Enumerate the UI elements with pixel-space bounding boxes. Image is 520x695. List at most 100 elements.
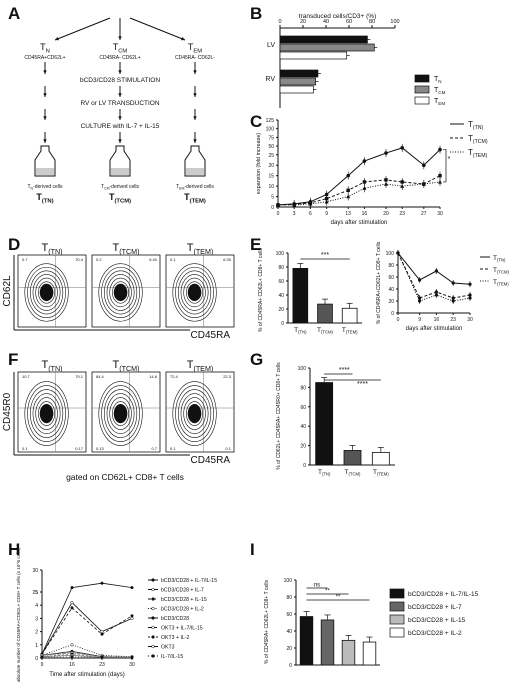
arrow-to-stim-head	[193, 70, 197, 74]
x-category-label: T(TCM)	[317, 327, 334, 335]
series-line	[397, 252, 471, 302]
sig-marker: **	[325, 589, 330, 595]
contour	[177, 389, 212, 438]
bar	[317, 303, 333, 324]
sig-marker: ***	[321, 252, 329, 259]
legend-label: bCD3/CD28 + IL-7	[161, 588, 204, 594]
arrow-to-culture-head	[193, 116, 197, 120]
y-axis-label: % of CD45RA+ CD62L+ CD8+ T cells	[258, 248, 264, 332]
quadrant-value: 0.1	[170, 257, 176, 262]
panel-label-c: C	[250, 112, 263, 131]
y-axis-label: % of CD45RA+CD62L+ CD8+ T cells	[376, 241, 382, 324]
contour	[29, 270, 64, 315]
step-transduction: RV or LV TRANSDUCTION	[80, 100, 159, 107]
x-tick-label: 0	[397, 317, 400, 323]
contour	[98, 263, 143, 322]
x-tick-label: 16	[69, 662, 75, 668]
chart-b: transduced cells/CD3+ (%) 0 20 40 60 80 100 LV R…	[265, 13, 446, 108]
data-point	[346, 188, 350, 192]
x-tick-label: 40	[323, 19, 329, 25]
quadrant-value: 0.7	[151, 446, 157, 451]
y-tick-label: 25	[32, 590, 38, 596]
y-tick-label: 100	[386, 251, 395, 257]
data-point	[422, 163, 426, 168]
contour	[112, 401, 130, 426]
legend-label: T(TEM)	[493, 279, 509, 287]
population-name: TN	[40, 42, 50, 54]
y-tick-label: 60	[286, 612, 292, 618]
sig-bracket	[443, 149, 447, 183]
arrow-to-stim-head	[118, 70, 122, 74]
y-tick-label: 4	[35, 603, 38, 609]
y-tick-label: 100	[298, 366, 307, 372]
data-point	[70, 643, 74, 647]
step-culture: CULTURE with IL-7 + IL-15	[81, 123, 160, 130]
flask-medium	[186, 168, 204, 175]
bar	[279, 69, 319, 78]
x-tick-label: 23	[450, 317, 456, 323]
contour	[180, 274, 209, 311]
derived-cells-name: T(TN)	[36, 192, 53, 204]
x-tick-label: 23	[99, 662, 105, 668]
x-tick-label: 30	[437, 211, 443, 217]
legend-label: bCD3/CD28 + IL-2	[161, 607, 204, 613]
data-point	[346, 194, 351, 199]
y-tick-label: 50	[268, 144, 274, 150]
contour	[112, 281, 130, 304]
quadrant-value: 0.1	[170, 446, 176, 451]
y-axis-label: expansion (fold increase)	[256, 133, 262, 195]
flow-y-label: CD45R0	[2, 392, 13, 431]
y-tick-label: 0	[281, 321, 284, 327]
flow-title: T(TCM)	[113, 242, 140, 256]
quadrant-value: 10.7	[22, 374, 31, 379]
legend-label: bCD3/CD28 + IL-7	[408, 604, 462, 611]
data-point	[438, 179, 442, 184]
legend-label: bCD3/CD28 + IL-15	[161, 597, 207, 603]
bar	[315, 382, 334, 466]
bar	[279, 35, 368, 44]
x-tick-label: 6	[309, 211, 312, 217]
data-point	[308, 201, 313, 206]
y-tick-label: 25	[268, 153, 274, 159]
y-tick-label: 80	[278, 265, 284, 271]
legend-swatch	[389, 588, 405, 599]
arrow-to-culture-head	[43, 116, 47, 120]
x-tick-label: 9	[325, 211, 328, 217]
y-tick-label: 5	[271, 195, 274, 201]
data-point	[70, 655, 74, 659]
series-line	[397, 252, 471, 285]
sig-marker: ****	[357, 381, 368, 388]
contour	[183, 397, 206, 430]
y-tick-label: 40	[388, 287, 394, 293]
legend-label: T(TCM)	[493, 267, 510, 275]
legend-marker	[151, 587, 155, 592]
data-point	[438, 147, 442, 152]
data-point	[100, 655, 104, 659]
series-line	[41, 656, 132, 658]
data-point	[400, 180, 404, 184]
bar	[341, 639, 356, 666]
y-tick-label: 5	[35, 590, 38, 596]
series-line	[41, 653, 132, 658]
contour	[177, 270, 212, 315]
arrow-split-left	[54, 17, 111, 41]
bar	[279, 85, 314, 94]
arrow-to-transduction-head	[118, 93, 122, 97]
y-tick-label: 2	[35, 630, 38, 636]
x-tick-label: 20	[383, 211, 389, 217]
arrow-split-right	[129, 17, 186, 41]
y-tick-label: 20	[268, 163, 274, 169]
data-point	[421, 182, 426, 186]
legend-label: bCD3/CD28 + IL-15	[408, 617, 466, 624]
bar	[320, 619, 335, 666]
x-category-label: T(TEM)	[373, 469, 389, 477]
contour	[32, 393, 61, 434]
population-markers: CD45RA- CD62L+	[99, 55, 140, 61]
y-axis-label: % of CD45RA+ CD62L+ CD8+ T cells	[264, 580, 270, 664]
arrow-to-transduction-head	[43, 93, 47, 97]
contour	[35, 277, 58, 308]
sig-marker: **	[336, 595, 341, 601]
data-point	[130, 586, 134, 590]
data-point	[130, 614, 134, 618]
data-point	[100, 630, 104, 634]
